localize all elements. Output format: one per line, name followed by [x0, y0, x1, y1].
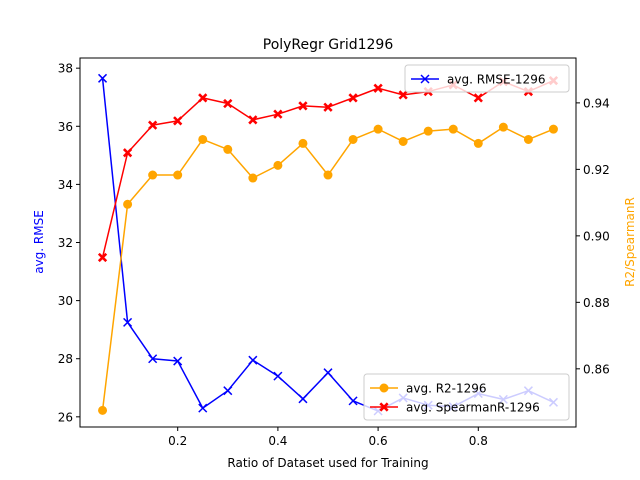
data-point-avg-r2-1296: [173, 170, 183, 180]
x-tick-label: 0.6: [369, 434, 388, 448]
x-tick-label: 0.4: [268, 434, 287, 448]
legend-marker: [420, 74, 430, 84]
x-axis-title: Ratio of Dataset used for Training: [227, 456, 428, 470]
data-point-avg-r2-1296: [98, 405, 108, 415]
right-y-axis-title: R2/SpearmanR: [623, 197, 637, 287]
left-y-tick-label: 30: [58, 294, 73, 308]
right-y-tick-label: 0.90: [583, 229, 610, 243]
data-point-avg-rmse-1296: [323, 368, 333, 378]
legend-upper-right: avg. RMSE-1296: [404, 64, 570, 93]
chart-title: PolyRegr Grid1296: [263, 37, 394, 53]
data-point-avg-r2-1296: [123, 199, 133, 209]
data-point-avg-spearmanr-1296: [248, 115, 258, 125]
legend-box: [363, 373, 570, 421]
data-point-avg-spearmanr-1296: [97, 252, 108, 263]
data-point-avg-spearmanr-1296: [273, 109, 283, 119]
x-tick-label: 0.2: [168, 434, 187, 448]
data-point-avg-spearmanr-1296: [173, 116, 183, 126]
left-y-tick-label: 32: [58, 236, 73, 250]
legend-marker: [379, 383, 389, 393]
legend-entry: avg. SpearmanR-1296: [370, 401, 540, 415]
data-point-avg-r2-1296: [373, 124, 383, 134]
data-point-avg-r2-1296: [273, 160, 283, 170]
data-point-avg-spearmanr-1296: [198, 93, 208, 103]
x-axis-ticks: 0.2 0.4 0.6 0.8: [168, 427, 488, 448]
data-point-avg-spearmanr-1296: [323, 102, 333, 112]
data-point-avg-r2-1296: [223, 144, 233, 154]
data-point-avg-r2-1296: [148, 170, 158, 180]
left-y-tick-label: 36: [58, 120, 73, 134]
legend-label: avg. SpearmanR-1296: [406, 401, 540, 415]
data-point-avg-r2-1296: [348, 134, 358, 144]
legend-entry: avg. R2-1296: [370, 382, 487, 396]
right-y-tick-label: 0.86: [583, 362, 610, 376]
data-point-avg-spearmanr-1296: [223, 98, 233, 109]
data-point-avg-r2-1296: [248, 173, 258, 183]
right-y-axis-ticks: 0.86 0.88 0.90 0.92 0.94: [576, 96, 610, 376]
legend-marker: [379, 402, 389, 412]
data-point-avg-spearmanr-1296: [298, 101, 308, 111]
data-point-avg-spearmanr-1296: [148, 120, 158, 130]
data-point-avg-rmse-1296: [273, 371, 283, 381]
left-y-tick-label: 26: [58, 410, 73, 424]
data-point-avg-r2-1296: [548, 124, 558, 134]
x-tick-label: 0.8: [469, 434, 488, 448]
right-y-tick-label: 0.94: [583, 96, 610, 110]
data-point-avg-r2-1296: [448, 124, 458, 134]
plot-area: [80, 58, 576, 427]
data-point-avg-rmse-1296: [348, 396, 358, 406]
data-point-avg-r2-1296: [523, 134, 533, 144]
data-point-avg-rmse-1296: [248, 355, 258, 365]
data-point-avg-spearmanr-1296: [122, 148, 133, 158]
data-point-avg-rmse-1296: [98, 73, 108, 83]
left-y-axis-ticks: 26 28 30 32 34 36 38: [58, 62, 80, 424]
legend-label: avg. R2-1296: [406, 382, 487, 396]
data-point-avg-r2-1296: [423, 126, 433, 136]
data-point-avg-rmse-1296: [198, 403, 208, 413]
legend-lower-right: avg. R2-1296 avg. SpearmanR-1296: [363, 373, 570, 421]
data-point-avg-r2-1296: [498, 122, 508, 132]
data-point-avg-r2-1296: [298, 138, 308, 148]
data-point-avg-rmse-1296: [298, 394, 308, 404]
left-y-tick-label: 38: [58, 62, 73, 76]
left-y-axis-title: avg. RMSE: [32, 210, 46, 274]
data-point-avg-r2-1296: [198, 134, 208, 144]
data-point-avg-r2-1296: [473, 138, 483, 148]
data-point-avg-r2-1296: [323, 170, 333, 180]
data-point-avg-rmse-1296: [148, 354, 158, 364]
left-y-tick-label: 34: [58, 178, 73, 192]
legend-entry: avg. RMSE-1296: [411, 73, 545, 87]
right-y-tick-label: 0.88: [583, 296, 610, 310]
data-point-avg-rmse-1296: [223, 386, 233, 396]
data-point-avg-spearmanr-1296: [348, 93, 358, 103]
data-point-avg-rmse-1296: [173, 356, 183, 366]
series-avg-r2-1296: [98, 122, 558, 415]
right-y-tick-label: 0.92: [583, 163, 610, 177]
data-point-avg-rmse-1296: [123, 317, 133, 327]
data-point-avg-spearmanr-1296: [473, 93, 483, 103]
legend-box: [404, 64, 570, 93]
data-point-avg-r2-1296: [398, 136, 408, 146]
data-point-avg-spearmanr-1296: [373, 83, 383, 93]
legend-label: avg. RMSE-1296: [447, 73, 545, 87]
left-y-tick-label: 28: [58, 352, 73, 366]
